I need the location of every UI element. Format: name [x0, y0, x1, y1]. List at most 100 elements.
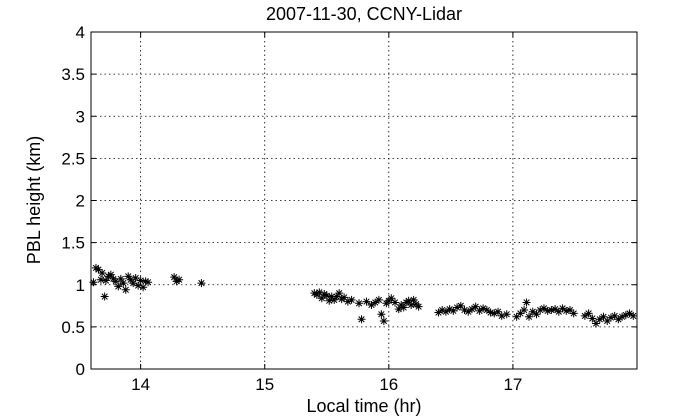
data-point	[528, 307, 537, 316]
data-point	[467, 305, 476, 314]
data-point	[464, 307, 473, 316]
data-point	[497, 311, 506, 320]
y-tick-label: 0.5	[61, 318, 85, 337]
data-point	[595, 315, 604, 324]
data-point	[317, 294, 326, 303]
data-point	[141, 277, 150, 286]
data-point	[580, 311, 589, 320]
data-point	[407, 300, 416, 309]
data-point	[502, 310, 511, 319]
data-point	[532, 310, 541, 319]
data-point	[490, 309, 499, 318]
data-point	[116, 274, 125, 283]
data-point	[558, 304, 567, 313]
data-point	[355, 299, 364, 308]
data-point	[343, 297, 352, 306]
data-point	[175, 275, 184, 284]
data-point	[111, 277, 120, 286]
data-point	[554, 307, 563, 316]
data-point	[539, 304, 548, 313]
data-point	[134, 281, 143, 290]
data-point	[588, 314, 597, 323]
data-point	[315, 288, 324, 297]
data-point	[104, 272, 113, 281]
data-point	[94, 265, 103, 274]
data-point	[391, 298, 400, 307]
data-point	[101, 276, 110, 285]
data-point	[197, 279, 206, 288]
data-point	[562, 306, 571, 315]
data-point	[486, 308, 495, 317]
data-point	[453, 303, 462, 312]
data-point	[482, 306, 491, 315]
data-point	[438, 306, 447, 315]
data-point	[121, 285, 130, 294]
data-point	[547, 306, 556, 315]
data-point	[471, 302, 480, 311]
x-axis-label: Local time (hr)	[306, 396, 421, 416]
data-point	[310, 289, 319, 298]
data-point	[606, 313, 615, 322]
data-point	[512, 312, 521, 321]
data-point	[387, 294, 396, 303]
data-point	[139, 283, 148, 292]
data-point	[106, 270, 115, 279]
y-axis-label: PBL height (km)	[24, 136, 44, 264]
data-point	[362, 297, 371, 306]
y-tick-label: 3	[76, 107, 85, 126]
data-point	[335, 289, 344, 298]
data-point	[460, 306, 469, 315]
x-tick-label: 16	[379, 375, 398, 394]
data-point	[522, 298, 531, 307]
data-point	[625, 309, 634, 318]
data-point	[610, 311, 619, 320]
data-point	[414, 302, 423, 311]
data-point	[172, 277, 181, 286]
data-point	[475, 306, 484, 315]
data-point	[357, 315, 366, 324]
x-tick-label: 17	[503, 375, 522, 394]
data-point	[516, 309, 525, 318]
data-point	[456, 301, 465, 310]
data-point	[367, 300, 376, 309]
data-point	[399, 303, 408, 312]
data-point	[449, 306, 458, 315]
data-point	[445, 305, 454, 314]
data-point	[347, 295, 356, 304]
data-point	[332, 292, 341, 301]
y-tick-label: 1.5	[61, 234, 85, 253]
y-tick-label: 4	[76, 23, 85, 42]
data-point	[394, 305, 403, 314]
data-point	[325, 296, 334, 305]
data-point	[337, 295, 346, 304]
data-points	[89, 263, 638, 328]
data-point	[569, 309, 578, 318]
data-point	[330, 295, 339, 304]
data-point	[434, 308, 443, 317]
data-point	[377, 310, 386, 319]
y-tick-label: 2.5	[61, 149, 85, 168]
data-point	[119, 279, 128, 288]
data-point	[98, 268, 107, 277]
data-point	[404, 296, 413, 305]
data-point	[565, 306, 574, 315]
data-point	[100, 292, 109, 301]
data-point	[114, 282, 123, 291]
data-point	[479, 304, 488, 313]
data-point	[379, 316, 388, 325]
data-point	[525, 312, 534, 321]
data-point	[136, 276, 145, 285]
data-point	[441, 307, 450, 316]
y-tick-label: 3.5	[61, 65, 85, 84]
data-point	[584, 309, 593, 318]
data-point	[551, 305, 560, 314]
data-point	[89, 278, 98, 287]
data-point	[614, 315, 623, 324]
data-point	[340, 293, 349, 302]
data-point	[371, 298, 380, 307]
grid-layer	[91, 32, 637, 369]
data-point	[126, 275, 135, 284]
data-point	[374, 295, 383, 304]
data-point	[320, 290, 329, 299]
data-point	[129, 279, 138, 288]
